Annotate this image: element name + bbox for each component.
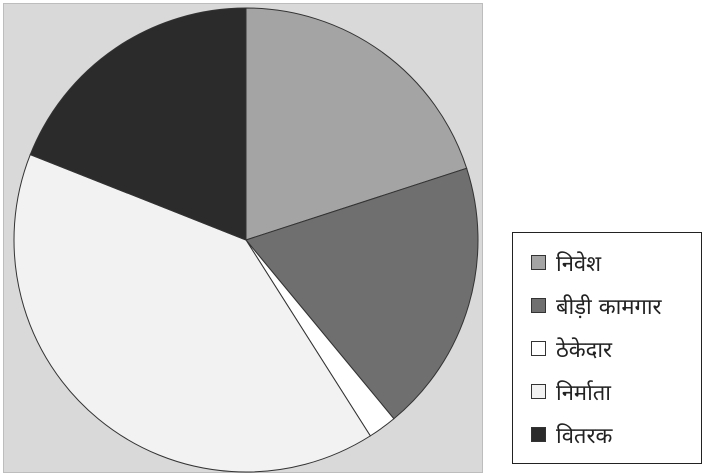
pie-slice-nivesh bbox=[245, 7, 468, 241]
pie-chart bbox=[13, 7, 479, 473]
legend-swatch-vitarak bbox=[531, 427, 546, 442]
pie-slice-vitarak bbox=[29, 7, 247, 241]
legend-label-bidi-kamgar: बीड़ी कामगार bbox=[556, 294, 662, 320]
legend-swatch-nivesh bbox=[531, 255, 546, 270]
legend-item-thekedar: ठेकेदार bbox=[531, 327, 701, 370]
legend-swatch-thekedar bbox=[531, 341, 546, 356]
legend-label-thekedar: ठेकेदार bbox=[556, 337, 613, 363]
chart-area bbox=[3, 3, 483, 473]
legend-swatch-bidi-kamgar bbox=[531, 298, 546, 313]
legend-label-nivesh: निवेश bbox=[556, 251, 602, 277]
legend-label-nirmata: निर्माता bbox=[556, 380, 612, 406]
legend-swatch-nirmata bbox=[531, 384, 546, 399]
pie-slice-nirmata bbox=[13, 153, 372, 473]
legend-item-nivesh: निवेश bbox=[531, 241, 701, 284]
legend-item-vitarak: वितरक bbox=[531, 413, 701, 456]
legend-label-vitarak: वितरक bbox=[556, 423, 613, 449]
legend-item-nirmata: निर्माता bbox=[531, 370, 701, 413]
legend-item-bidi-kamgar: बीड़ी कामगार bbox=[531, 284, 701, 327]
pie-slice-bidi-kamgar bbox=[245, 167, 479, 420]
legend: निवेश बीड़ी कामगार ठेकेदार निर्माता वितर… bbox=[512, 232, 702, 464]
